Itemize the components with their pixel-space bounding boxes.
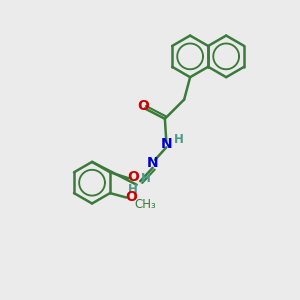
Text: N: N: [147, 156, 158, 170]
Text: H: H: [141, 172, 151, 185]
Text: CH₃: CH₃: [134, 198, 156, 211]
Text: H: H: [174, 133, 184, 146]
Text: O: O: [125, 190, 137, 204]
Text: O: O: [137, 99, 149, 113]
Text: O: O: [127, 170, 139, 184]
Text: N: N: [161, 137, 172, 151]
Text: H: H: [128, 183, 138, 196]
